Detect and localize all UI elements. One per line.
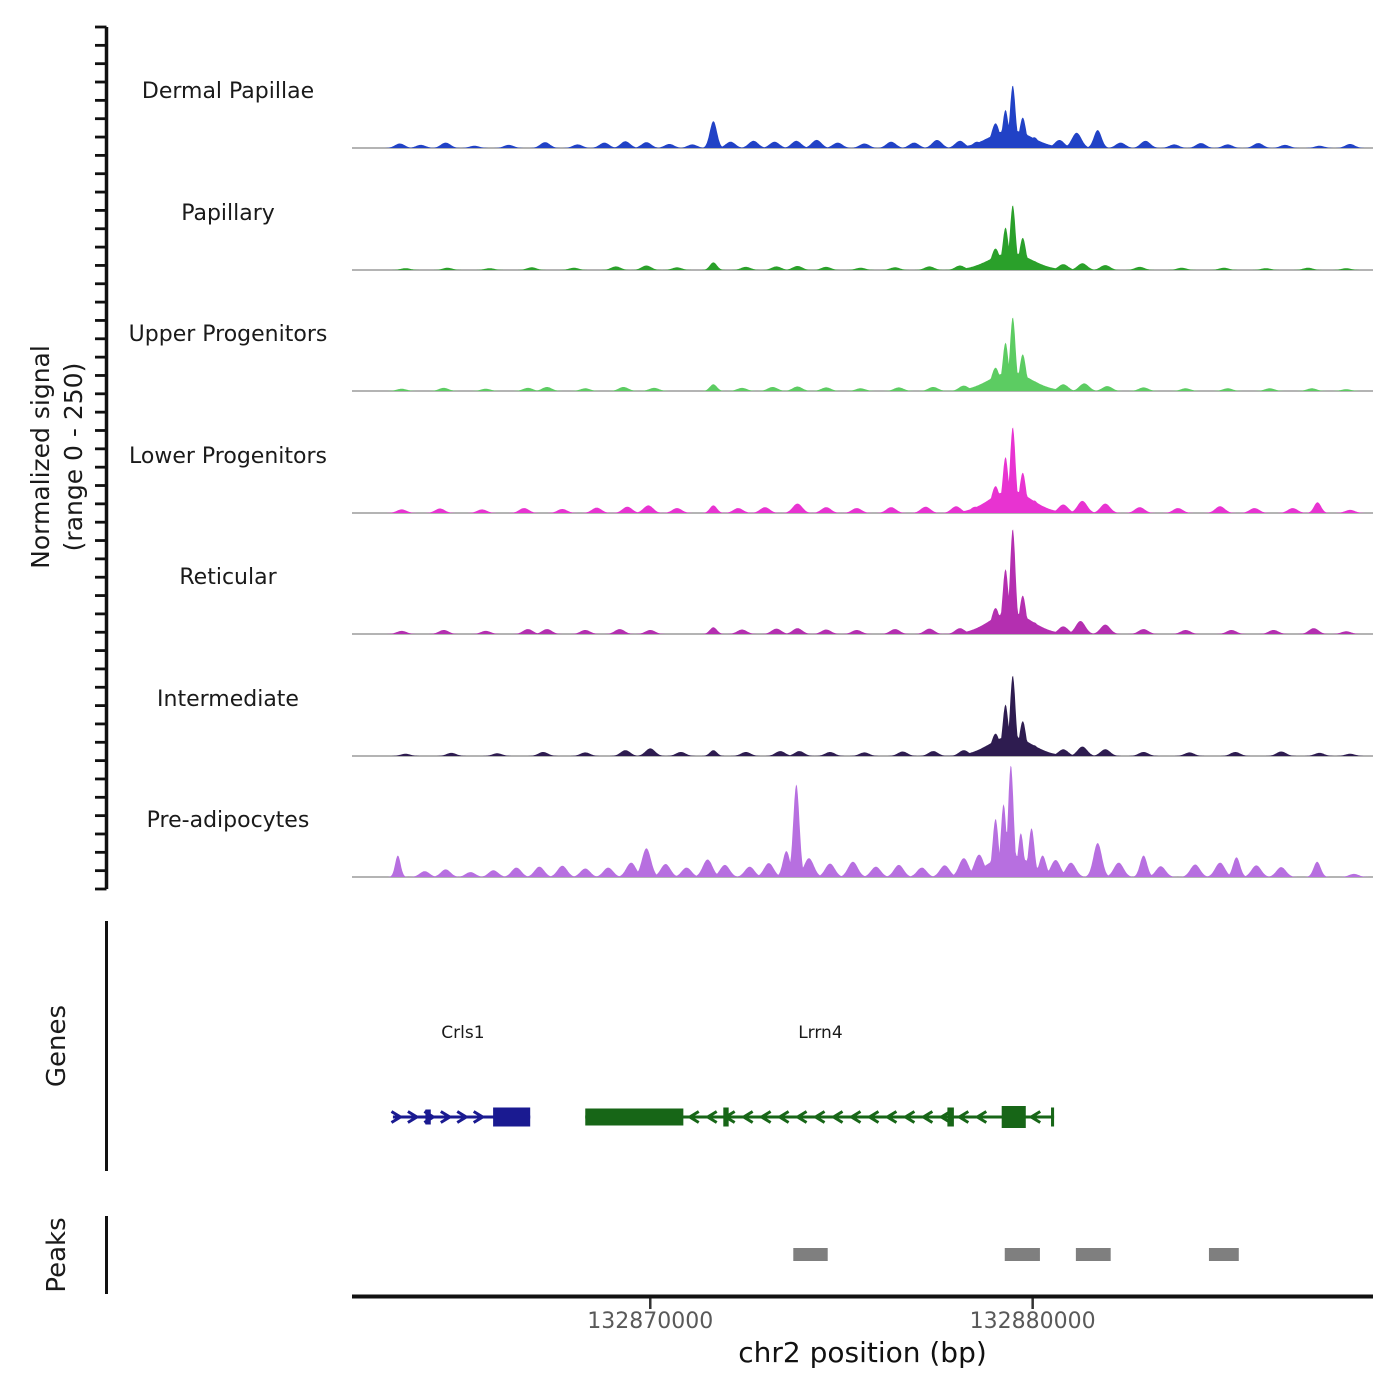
strand-arrow-lrrn4 [920,1110,934,1124]
x-tick-label-1: 132880000 [969,1309,1096,1334]
peak-region-3 [1208,1248,1239,1261]
strand-arrow-lrrn4 [704,1110,718,1124]
gene-exon-crls1 [425,1109,431,1125]
signal-track-pre-adipocytes [352,765,1373,878]
x-tick-label-0: 132870000 [587,1309,714,1334]
track-label-papillary: Papillary [181,200,275,226]
signal-area-upper-progenitors [352,317,1373,391]
peak-region-0 [793,1248,828,1261]
gene-models-track: Crls1 Lrrn4 [390,1023,1055,1128]
x-axis-title: chr2 position (bp) [738,1336,987,1369]
signal-track-intermediate [352,675,1373,757]
signal-area-lower-progenitors [352,427,1373,513]
gene-exon-lrrn4 [723,1107,729,1127]
peak-calls-track [793,1248,1239,1261]
track-label-lower-progenitors: Lower Progenitors [129,443,327,469]
gene-name-label-crls1: Crls1 [441,1023,484,1043]
strand-arrow-lrrn4 [758,1110,772,1124]
peak-region-2 [1075,1248,1111,1261]
strand-arrow-lrrn4 [848,1110,862,1124]
strand-arrow-crls1 [472,1110,486,1124]
strand-arrow-lrrn4 [812,1110,826,1124]
gene-name-label-lrrn4: Lrrn4 [798,1023,842,1043]
y-axis-label-line2: (range 0 - 250) [58,362,88,552]
peaks-section-label: Peaks [42,1217,72,1293]
track-label-dermal-papillae: Dermal Papillae [141,79,315,104]
strand-arrow-crls1 [456,1110,470,1124]
strand-arrow-lrrn4 [686,1110,700,1124]
signal-track-dermal-papillae [352,85,1373,149]
gene-exon-lrrn4 [1001,1106,1026,1128]
strand-arrow-crls1 [407,1110,420,1124]
strand-arrow-lrrn4 [740,1110,754,1124]
track-label-upper-progenitors: Upper Progenitors [128,322,328,347]
signal-area-reticular [352,529,1373,634]
strand-arrow-lrrn4 [794,1110,808,1124]
gene-exon-crls1 [493,1107,531,1127]
gene-exon-lrrn4 [947,1107,954,1127]
strand-arrow-lrrn4 [776,1110,790,1124]
strand-arrow-crls1 [440,1110,453,1124]
signal-area-dermal-papillae [352,85,1373,148]
gene-exon-lrrn4 [585,1108,684,1126]
gene-exon-lrrn4 [1051,1107,1055,1127]
signal-track-papillary [352,205,1373,271]
strand-arrow-lrrn4 [884,1110,898,1124]
strand-arrow-lrrn4 [866,1110,880,1124]
strand-arrow-lrrn4 [974,1110,988,1124]
strand-arrow-lrrn4 [1028,1110,1042,1124]
signal-area-papillary [352,205,1373,270]
signal-track-upper-progenitors [352,317,1373,392]
strand-arrow-crls1 [390,1110,404,1124]
signal-area-pre-adipocytes [352,765,1373,877]
strand-arrow-lrrn4 [830,1110,844,1124]
signal-track-lower-progenitors [352,427,1373,514]
strand-arrow-lrrn4 [902,1110,916,1124]
track-label-intermediate: Intermediate [157,686,299,712]
signal-area-intermediate [352,675,1373,756]
strand-arrow-lrrn4 [938,1110,952,1124]
track-label-pre-adipocytes: Pre-adipocytes [146,808,310,833]
strand-arrow-lrrn4 [956,1110,970,1124]
signal-track-reticular [352,529,1373,635]
peak-region-1 [1004,1248,1040,1261]
track-label-reticular: Reticular [179,565,277,590]
y-axis-label-line1: Normalized signal [25,345,55,569]
